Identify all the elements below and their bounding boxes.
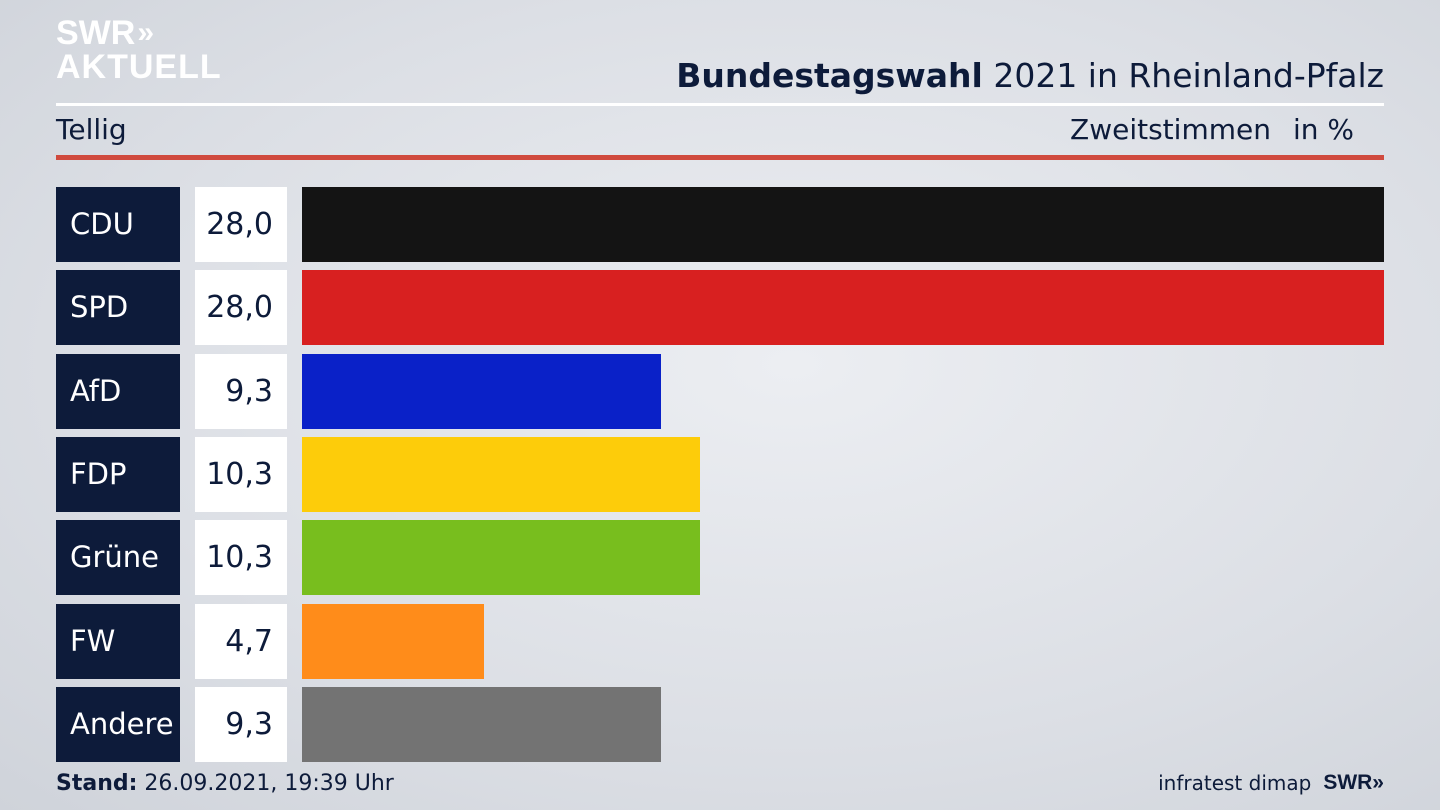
chart-title-rest: 2021 in Rheinland-Pfalz bbox=[982, 56, 1384, 95]
data-label: 28,0 bbox=[195, 270, 287, 346]
swr-aktuell-logo: SWR» AKTUELL bbox=[56, 16, 222, 84]
bar-row: Andere 9,3 bbox=[56, 686, 1384, 762]
logo-aktuell-text: AKTUELL bbox=[56, 48, 222, 86]
category-label: Andere bbox=[56, 686, 180, 762]
bar-row: FDP 10,3 bbox=[56, 436, 1384, 512]
stand-value: 26.09.2021, 19:39 Uhr bbox=[137, 771, 394, 796]
measure-label: Zweitstimmen in % bbox=[1070, 113, 1354, 146]
data-label: 9,3 bbox=[195, 353, 287, 429]
bar-row: Grüne 10,3 bbox=[56, 520, 1384, 596]
category-label: FDP bbox=[56, 436, 180, 512]
data-label: 10,3 bbox=[195, 436, 287, 512]
unit-label: in % bbox=[1292, 113, 1354, 146]
source-credit: infratest dimap SWR» bbox=[1158, 771, 1384, 795]
bar-row: FW 4,7 bbox=[56, 603, 1384, 679]
data-label: 4,7 bbox=[195, 603, 287, 679]
swr-brand-mark: SWR» bbox=[1323, 771, 1384, 794]
bar-row: CDU 28,0 bbox=[56, 187, 1384, 262]
timestamp: Stand: 26.09.2021, 19:39 Uhr bbox=[56, 771, 394, 796]
chart-title: Bundestagswahl 2021 in Rheinland-Pfalz bbox=[676, 56, 1384, 95]
bar bbox=[302, 520, 700, 596]
data-label: 28,0 bbox=[195, 187, 287, 262]
accent-divider bbox=[56, 155, 1384, 160]
data-label: 9,3 bbox=[195, 686, 287, 762]
bar bbox=[302, 603, 484, 679]
chart-title-bold: Bundestagswahl bbox=[676, 56, 983, 95]
bar-row: SPD 28,0 bbox=[56, 270, 1384, 346]
category-label: CDU bbox=[56, 187, 180, 262]
bar bbox=[302, 686, 661, 762]
category-label: FW bbox=[56, 603, 180, 679]
stand-label: Stand: bbox=[56, 771, 138, 796]
header-divider bbox=[56, 103, 1384, 106]
vote-type-label: Zweitstimmen bbox=[1070, 113, 1271, 146]
bar bbox=[302, 353, 661, 429]
category-label: AfD bbox=[56, 353, 180, 429]
data-label: 10,3 bbox=[195, 520, 287, 596]
bar bbox=[302, 270, 1384, 346]
category-label: SPD bbox=[56, 270, 180, 346]
location-label: Tellig bbox=[56, 113, 127, 146]
bar-row: AfD 9,3 bbox=[56, 353, 1384, 429]
bar bbox=[302, 436, 700, 512]
bar bbox=[302, 187, 1384, 262]
logo-swr-text: SWR bbox=[56, 14, 136, 52]
source-label: infratest dimap bbox=[1158, 771, 1312, 795]
logo-chevron-icon: » bbox=[137, 16, 154, 49]
category-label: Grüne bbox=[56, 520, 180, 596]
